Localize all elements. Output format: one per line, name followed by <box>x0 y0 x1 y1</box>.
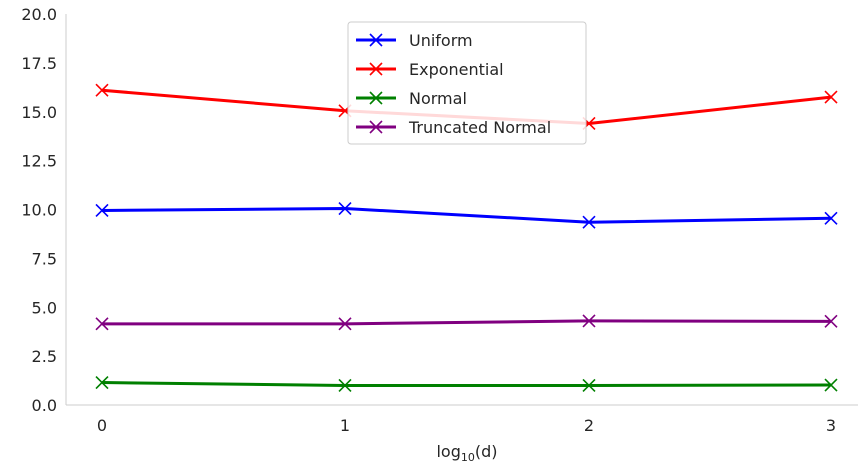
data-point-uniform <box>824 211 838 225</box>
series-normal <box>95 375 838 393</box>
data-point-normal <box>95 375 109 390</box>
legend-box <box>347 21 587 145</box>
data-point-truncated-normal <box>824 314 838 328</box>
legend-item-uniform: Uniform <box>356 31 473 50</box>
data-point-uniform <box>95 203 109 218</box>
y-tick-label: 2.5 <box>32 347 57 366</box>
y-tick-label: 17.5 <box>21 54 57 73</box>
series-line-normal <box>101 381 832 387</box>
x-tick-label: 0 <box>97 416 107 435</box>
legend: Uniform Exponential Normal Truncated Normal <box>347 21 587 145</box>
y-tick-labels: 0.0 2.5 5.0 7.5 10.0 12.5 15.0 17.5 20.0 <box>21 5 57 415</box>
x-tick-labels: 0 1 2 3 <box>97 416 836 435</box>
data-point-normal <box>338 378 352 393</box>
data-point-truncated-normal <box>582 314 596 328</box>
legend-marker <box>369 91 383 105</box>
series-lines <box>95 83 838 393</box>
y-tick-label: 0.0 <box>32 396 57 415</box>
legend-item-exponential: Exponential <box>356 60 504 79</box>
series-line-uniform <box>101 207 832 224</box>
x-axis-label: log10(d) <box>436 442 497 464</box>
data-point-uniform <box>582 215 596 229</box>
y-tick-label: 7.5 <box>32 249 57 268</box>
legend-label: Exponential <box>409 60 504 79</box>
x-tick-label: 3 <box>826 416 836 435</box>
series-truncated-normal <box>95 314 838 331</box>
series-uniform <box>95 201 838 229</box>
data-point-exponential <box>95 83 109 97</box>
series-line-truncated-normal <box>102 319 832 326</box>
data-point-normal <box>582 378 596 393</box>
legend-marker <box>369 33 383 47</box>
x-tick-label: 2 <box>584 416 594 435</box>
x-tick-label: 1 <box>340 416 350 435</box>
plot-axes <box>65 14 858 406</box>
legend-marker <box>369 120 383 134</box>
data-point-truncated-normal <box>95 317 109 331</box>
legend-item-normal: Normal <box>356 89 467 108</box>
data-point-uniform <box>338 201 352 216</box>
data-point-normal <box>824 378 838 392</box>
y-tick-label: 15.0 <box>21 103 57 122</box>
legend-item-truncated-normal: Truncated Normal <box>356 118 551 137</box>
y-tick-label: 12.5 <box>21 152 57 171</box>
legend-label: Normal <box>409 89 467 108</box>
legend-label: Uniform <box>409 31 473 50</box>
data-point-truncated-normal <box>338 317 352 331</box>
legend-label: Truncated Normal <box>408 118 551 137</box>
y-tick-label: 10.0 <box>21 201 57 220</box>
y-tick-label: 20.0 <box>21 5 57 24</box>
legend-marker <box>369 62 383 76</box>
y-tick-label: 5.0 <box>32 298 57 317</box>
data-point-exponential <box>824 90 838 104</box>
